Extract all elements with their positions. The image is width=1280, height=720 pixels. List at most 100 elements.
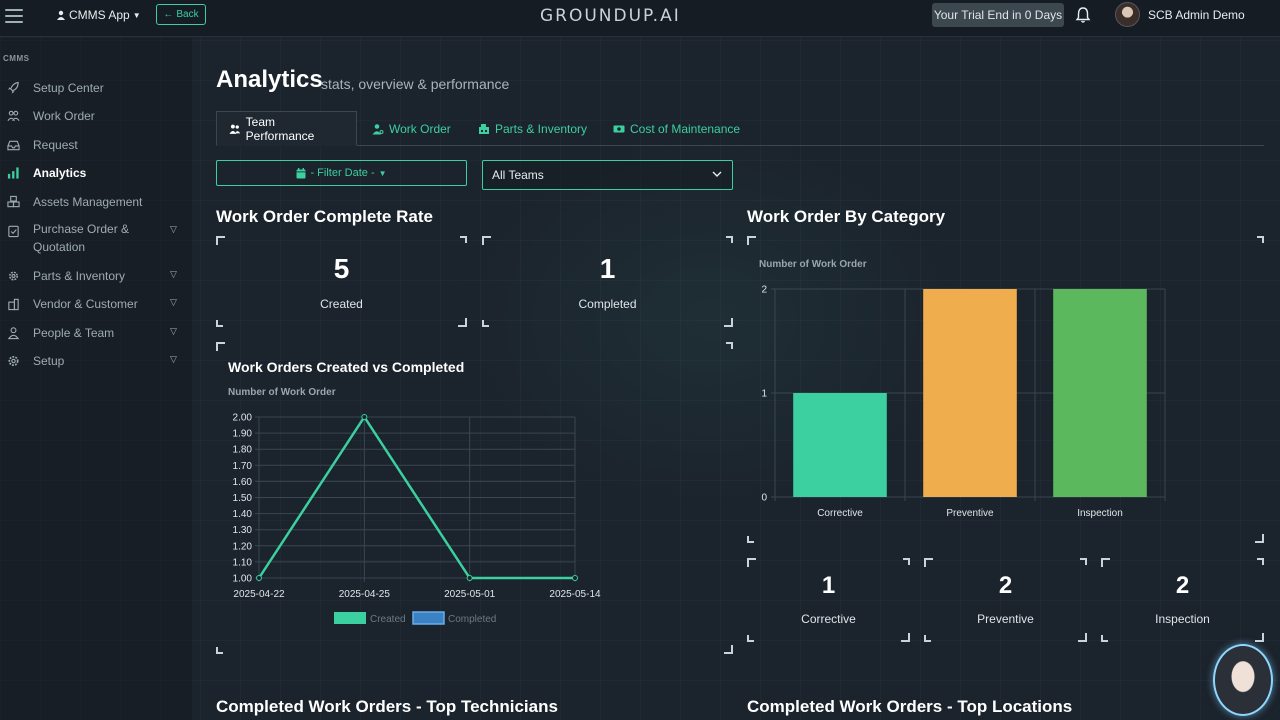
sidebar-item-setup[interactable]: Setup ▽ xyxy=(0,352,192,370)
sidebar-item-analytics[interactable]: Analytics xyxy=(0,164,192,182)
legend-label-created: Created xyxy=(370,614,406,625)
user-icon xyxy=(57,10,65,20)
users-icon xyxy=(7,109,20,122)
caret-down-icon: ▼ xyxy=(132,10,141,20)
chevron-down-icon: ▽ xyxy=(170,224,177,234)
brand-logo: GROUNDUP.AI xyxy=(540,6,681,26)
stat-label: Preventive xyxy=(977,612,1034,626)
x-tick-label: 2025-05-14 xyxy=(549,589,601,600)
stat-label: Completed xyxy=(578,297,637,311)
chevron-down-icon: ▽ xyxy=(170,297,177,307)
app-switch-label: CMMS App xyxy=(69,8,130,22)
sidebar-item-request[interactable]: Request xyxy=(0,136,192,154)
trial-badge: Your Trial End in 0 Days xyxy=(932,3,1064,27)
app-switcher[interactable]: CMMS App ▼ xyxy=(56,8,141,22)
stat-value: 5 xyxy=(333,253,350,284)
user-name[interactable]: SCB Admin Demo xyxy=(1148,8,1245,22)
page-subtitle: stats, overview & performance xyxy=(321,76,510,92)
stat-card-created: 5 Created xyxy=(216,236,467,327)
sidebar-item-parts-inventory[interactable]: Parts & Inventory ▽ xyxy=(0,267,192,285)
x-tick-label: Inspection xyxy=(1077,508,1123,519)
stat-card-completed: 1 Completed xyxy=(482,236,733,327)
tab-team-performance[interactable]: Team Performance xyxy=(216,111,357,146)
y-tick-label: 1.20 xyxy=(233,541,253,552)
bar-chart-card: Number of Work Order xyxy=(747,236,1264,543)
sidebar-item-vendor-customer[interactable]: Vendor & Customer ▽ xyxy=(0,295,192,313)
chevron-down-icon: ▽ xyxy=(170,354,177,364)
page-title: Analytics xyxy=(216,66,323,93)
x-tick-label: 2025-04-25 xyxy=(339,589,391,600)
sidebar-item-assets-management[interactable]: Assets Management xyxy=(0,193,192,211)
x-tick-label: 2025-04-22 xyxy=(233,589,285,600)
y-tick-label: 1.40 xyxy=(233,509,253,520)
team-select-value: All Teams xyxy=(492,168,544,182)
data-point xyxy=(361,414,368,420)
stat-card-preventive: 2 Preventive xyxy=(924,558,1087,642)
sidebar: CMMS xyxy=(0,38,192,720)
y-axis-title: Number of Work Order xyxy=(759,259,867,270)
tab-label: Work Order xyxy=(389,121,451,136)
tabs-divider xyxy=(216,145,1264,146)
stat-label: Created xyxy=(320,297,363,311)
y-tick-label: 1.90 xyxy=(233,429,253,440)
stat-value: 2 xyxy=(998,572,1013,599)
top-bar: CMMS App ▼ ← Back GROUNDUP.AI Your Trial… xyxy=(0,0,1280,37)
section-title-top-technicians: Completed Work Orders - Top Technicians xyxy=(216,697,558,716)
stat-value: 1 xyxy=(821,572,836,599)
filter-date-button[interactable]: - Filter Date - ▼ xyxy=(216,160,467,186)
tab-work-order[interactable]: Work Order xyxy=(360,111,463,146)
sidebar-item-label: Setup xyxy=(33,354,65,368)
tab-parts-inventory[interactable]: Parts & Inventory xyxy=(466,111,599,146)
stat-value: 2 xyxy=(1175,572,1190,599)
stat-card-inspection: 2 Inspection xyxy=(1101,558,1264,642)
bell-icon[interactable] xyxy=(1074,6,1092,24)
menu-icon[interactable] xyxy=(5,9,23,23)
sidebar-item-label: Request xyxy=(33,138,78,152)
caret-down-icon: ▼ xyxy=(378,168,387,178)
y-tick-label: 2 xyxy=(761,285,767,296)
bar-preventive xyxy=(923,289,1017,497)
y-tick-label: 2.00 xyxy=(233,413,253,424)
x-tick-label: 2025-05-01 xyxy=(444,589,496,600)
y-tick-label: 1.30 xyxy=(233,525,253,536)
team-select[interactable]: All Teams xyxy=(482,160,733,190)
line-chart-card: Work Orders Created vs Completed Number … xyxy=(216,342,733,654)
sidebar-item-setup-center[interactable]: Setup Center xyxy=(0,79,192,97)
sidebar-item-purchase-order-quotation[interactable]: Purchase Order & Quotation ▽ xyxy=(0,220,192,258)
y-axis-title: Number of Work Order xyxy=(228,387,336,398)
data-point xyxy=(466,575,473,581)
bar-inspection xyxy=(1053,289,1147,497)
user-cog-icon xyxy=(372,123,384,134)
x-tick-label: Corrective xyxy=(817,508,863,519)
sidebar-item-work-order[interactable]: Work Order xyxy=(0,107,192,125)
legend-swatch-created xyxy=(334,612,366,624)
tab-label: Cost of Maintenance xyxy=(630,121,741,136)
stat-label: Corrective xyxy=(801,612,856,626)
y-tick-label: 1.60 xyxy=(233,477,253,488)
section-title-top-locations: Completed Work Orders - Top Locations xyxy=(747,697,1073,716)
y-tick-label: 1 xyxy=(761,389,767,400)
tab-label: Team Performance xyxy=(245,114,315,143)
inbox-icon xyxy=(7,138,20,151)
chevron-down-icon xyxy=(712,171,722,177)
chevron-down-icon: ▽ xyxy=(170,326,177,336)
legend-swatch-completed xyxy=(412,611,445,625)
chevron-down-icon: ▽ xyxy=(170,269,177,279)
boxes-icon xyxy=(7,195,20,208)
y-tick-label: 1.70 xyxy=(233,461,253,472)
avatar[interactable] xyxy=(1115,2,1140,27)
sidebar-item-people-team[interactable]: People & Team ▽ xyxy=(0,324,192,342)
tab-cost-maintenance[interactable]: Cost of Maintenance xyxy=(601,111,752,146)
assistant-avatar[interactable] xyxy=(1213,644,1273,716)
arrow-left-icon: ← xyxy=(163,9,174,20)
y-tick-label: 0 xyxy=(761,493,767,504)
bar-chart: 2 1 0 Corrective Preventive Inspection xyxy=(761,285,1166,519)
sidebar-item-label: Purchase Order & Quotation xyxy=(33,222,130,254)
sidebar-item-label: Setup Center xyxy=(33,81,104,95)
y-tick-label: 1.10 xyxy=(233,557,253,568)
back-button[interactable]: ← Back xyxy=(156,4,206,25)
chart-title: Work Orders Created vs Completed xyxy=(228,359,465,375)
sidebar-item-label: Parts & Inventory xyxy=(33,269,126,283)
data-point xyxy=(572,575,578,581)
tab-label: Parts & Inventory xyxy=(495,121,588,136)
